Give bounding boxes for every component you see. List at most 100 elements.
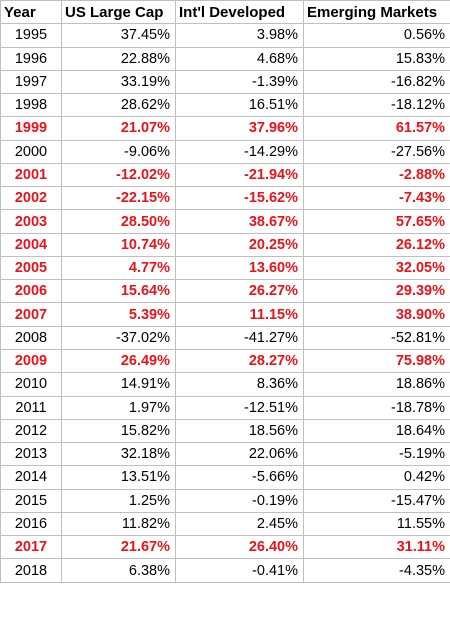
header-row: Year US Large Cap Int'l Developed Emergi… (0, 0, 450, 25)
cell-us-large-cap: -22.15% (61, 186, 176, 211)
cell-emerging-markets: -27.56% (303, 139, 450, 164)
table-row: 2012 15.82% 18.56% 18.64% (0, 418, 450, 444)
table-row: 2003 28.50% 38.67% 57.65% (0, 209, 450, 234)
cell-emerging-markets: 15.83% (303, 46, 450, 71)
cell-year: 1997 (0, 69, 62, 95)
cell-intl-developed: 11.15% (175, 302, 304, 327)
cell-us-large-cap: 10.74% (61, 232, 176, 257)
cell-emerging-markets: 11.55% (303, 511, 450, 537)
cell-year: 2017 (0, 535, 62, 560)
cell-year: 2006 (0, 279, 62, 304)
header-intl-developed: Int'l Developed (175, 0, 304, 25)
cell-us-large-cap: 14.91% (61, 372, 176, 397)
cell-us-large-cap: 5.39% (61, 302, 176, 327)
cell-emerging-markets: -5.19% (303, 442, 450, 467)
cell-intl-developed: 3.98% (175, 23, 304, 48)
cell-intl-developed: 20.25% (175, 232, 304, 257)
cell-emerging-markets: 29.39% (303, 279, 450, 304)
cell-us-large-cap: 15.82% (61, 418, 176, 444)
cell-emerging-markets: -15.47% (303, 488, 450, 513)
cell-emerging-markets: 32.05% (303, 255, 450, 281)
cell-emerging-markets: -7.43% (303, 186, 450, 211)
cell-intl-developed: -15.62% (175, 186, 304, 211)
table-row: 2013 32.18% 22.06% -5.19% (0, 442, 450, 467)
cell-intl-developed: 18.56% (175, 418, 304, 444)
cell-year: 1996 (0, 46, 62, 71)
cell-us-large-cap: 4.77% (61, 255, 176, 281)
cell-emerging-markets: 38.90% (303, 302, 450, 327)
table-row: 2007 5.39% 11.15% 38.90% (0, 302, 450, 327)
table-row: 1999 21.07% 37.96% 61.57% (0, 116, 450, 141)
header-emerging-markets: Emerging Markets (303, 0, 450, 25)
cell-emerging-markets: -18.12% (303, 93, 450, 118)
table-row: 1995 37.45% 3.98% 0.56% (0, 23, 450, 48)
cell-us-large-cap: -12.02% (61, 162, 176, 188)
cell-emerging-markets: 0.56% (303, 23, 450, 48)
cell-us-large-cap: 33.19% (61, 69, 176, 95)
cell-year: 2015 (0, 488, 62, 513)
table-row: 2010 14.91% 8.36% 18.86% (0, 372, 450, 397)
cell-intl-developed: 26.27% (175, 279, 304, 304)
cell-intl-developed: -14.29% (175, 139, 304, 164)
cell-year: 1998 (0, 93, 62, 118)
cell-year: 2013 (0, 442, 62, 467)
cell-emerging-markets: 57.65% (303, 209, 450, 234)
cell-intl-developed: 22.06% (175, 442, 304, 467)
cell-intl-developed: 28.27% (175, 348, 304, 374)
table-row: 1996 22.88% 4.68% 15.83% (0, 46, 450, 71)
cell-us-large-cap: 32.18% (61, 442, 176, 467)
cell-emerging-markets: -52.81% (303, 325, 450, 350)
table-row: 2002 -22.15% -15.62% -7.43% (0, 186, 450, 211)
table-row: 2006 15.64% 26.27% 29.39% (0, 279, 450, 304)
cell-emerging-markets: 18.64% (303, 418, 450, 444)
cell-year: 2004 (0, 232, 62, 257)
cell-emerging-markets: 75.98% (303, 348, 450, 374)
cell-year: 2010 (0, 372, 62, 397)
cell-us-large-cap: 22.88% (61, 46, 176, 71)
table-row: 2004 10.74% 20.25% 26.12% (0, 232, 450, 257)
cell-us-large-cap: 28.50% (61, 209, 176, 234)
cell-intl-developed: -1.39% (175, 69, 304, 95)
table-row: 2018 6.38% -0.41% -4.35% (0, 558, 450, 583)
table-row: 2011 1.97% -12.51% -18.78% (0, 395, 450, 420)
cell-year: 2009 (0, 348, 62, 374)
cell-intl-developed: -5.66% (175, 465, 304, 490)
cell-emerging-markets: 18.86% (303, 372, 450, 397)
header-us-large-cap: US Large Cap (61, 0, 176, 25)
cell-year: 2012 (0, 418, 62, 444)
cell-emerging-markets: 0.42% (303, 465, 450, 490)
table-row: 1998 28.62% 16.51% -18.12% (0, 93, 450, 118)
cell-year: 2000 (0, 139, 62, 164)
cell-us-large-cap: 13.51% (61, 465, 176, 490)
cell-year: 2018 (0, 558, 62, 583)
table-row: 2015 1.25% -0.19% -15.47% (0, 488, 450, 513)
cell-us-large-cap: 6.38% (61, 558, 176, 583)
cell-us-large-cap: -37.02% (61, 325, 176, 350)
cell-intl-developed: -21.94% (175, 162, 304, 188)
cell-us-large-cap: 21.67% (61, 535, 176, 560)
cell-year: 2014 (0, 465, 62, 490)
cell-intl-developed: 8.36% (175, 372, 304, 397)
cell-intl-developed: 2.45% (175, 511, 304, 537)
cell-intl-developed: 13.60% (175, 255, 304, 281)
cell-intl-developed: 38.67% (175, 209, 304, 234)
cell-intl-developed: 26.40% (175, 535, 304, 560)
cell-year: 2008 (0, 325, 62, 350)
cell-us-large-cap: -9.06% (61, 139, 176, 164)
returns-table: Year US Large Cap Int'l Developed Emergi… (0, 0, 450, 583)
cell-year: 2016 (0, 511, 62, 537)
cell-us-large-cap: 1.25% (61, 488, 176, 513)
cell-year: 2005 (0, 255, 62, 281)
table-row: 2005 4.77% 13.60% 32.05% (0, 255, 450, 281)
cell-intl-developed: -41.27% (175, 325, 304, 350)
table-row: 2008 -37.02% -41.27% -52.81% (0, 325, 450, 350)
cell-emerging-markets: -2.88% (303, 162, 450, 188)
table-row: 2016 11.82% 2.45% 11.55% (0, 511, 450, 537)
cell-us-large-cap: 15.64% (61, 279, 176, 304)
table-row: 2001 -12.02% -21.94% -2.88% (0, 162, 450, 188)
header-year: Year (0, 0, 62, 25)
table-body: 1995 37.45% 3.98% 0.56% 1996 22.88% 4.68% 15.83… (0, 23, 450, 583)
table-row: 2000 -9.06% -14.29% -27.56% (0, 139, 450, 164)
cell-us-large-cap: 1.97% (61, 395, 176, 420)
